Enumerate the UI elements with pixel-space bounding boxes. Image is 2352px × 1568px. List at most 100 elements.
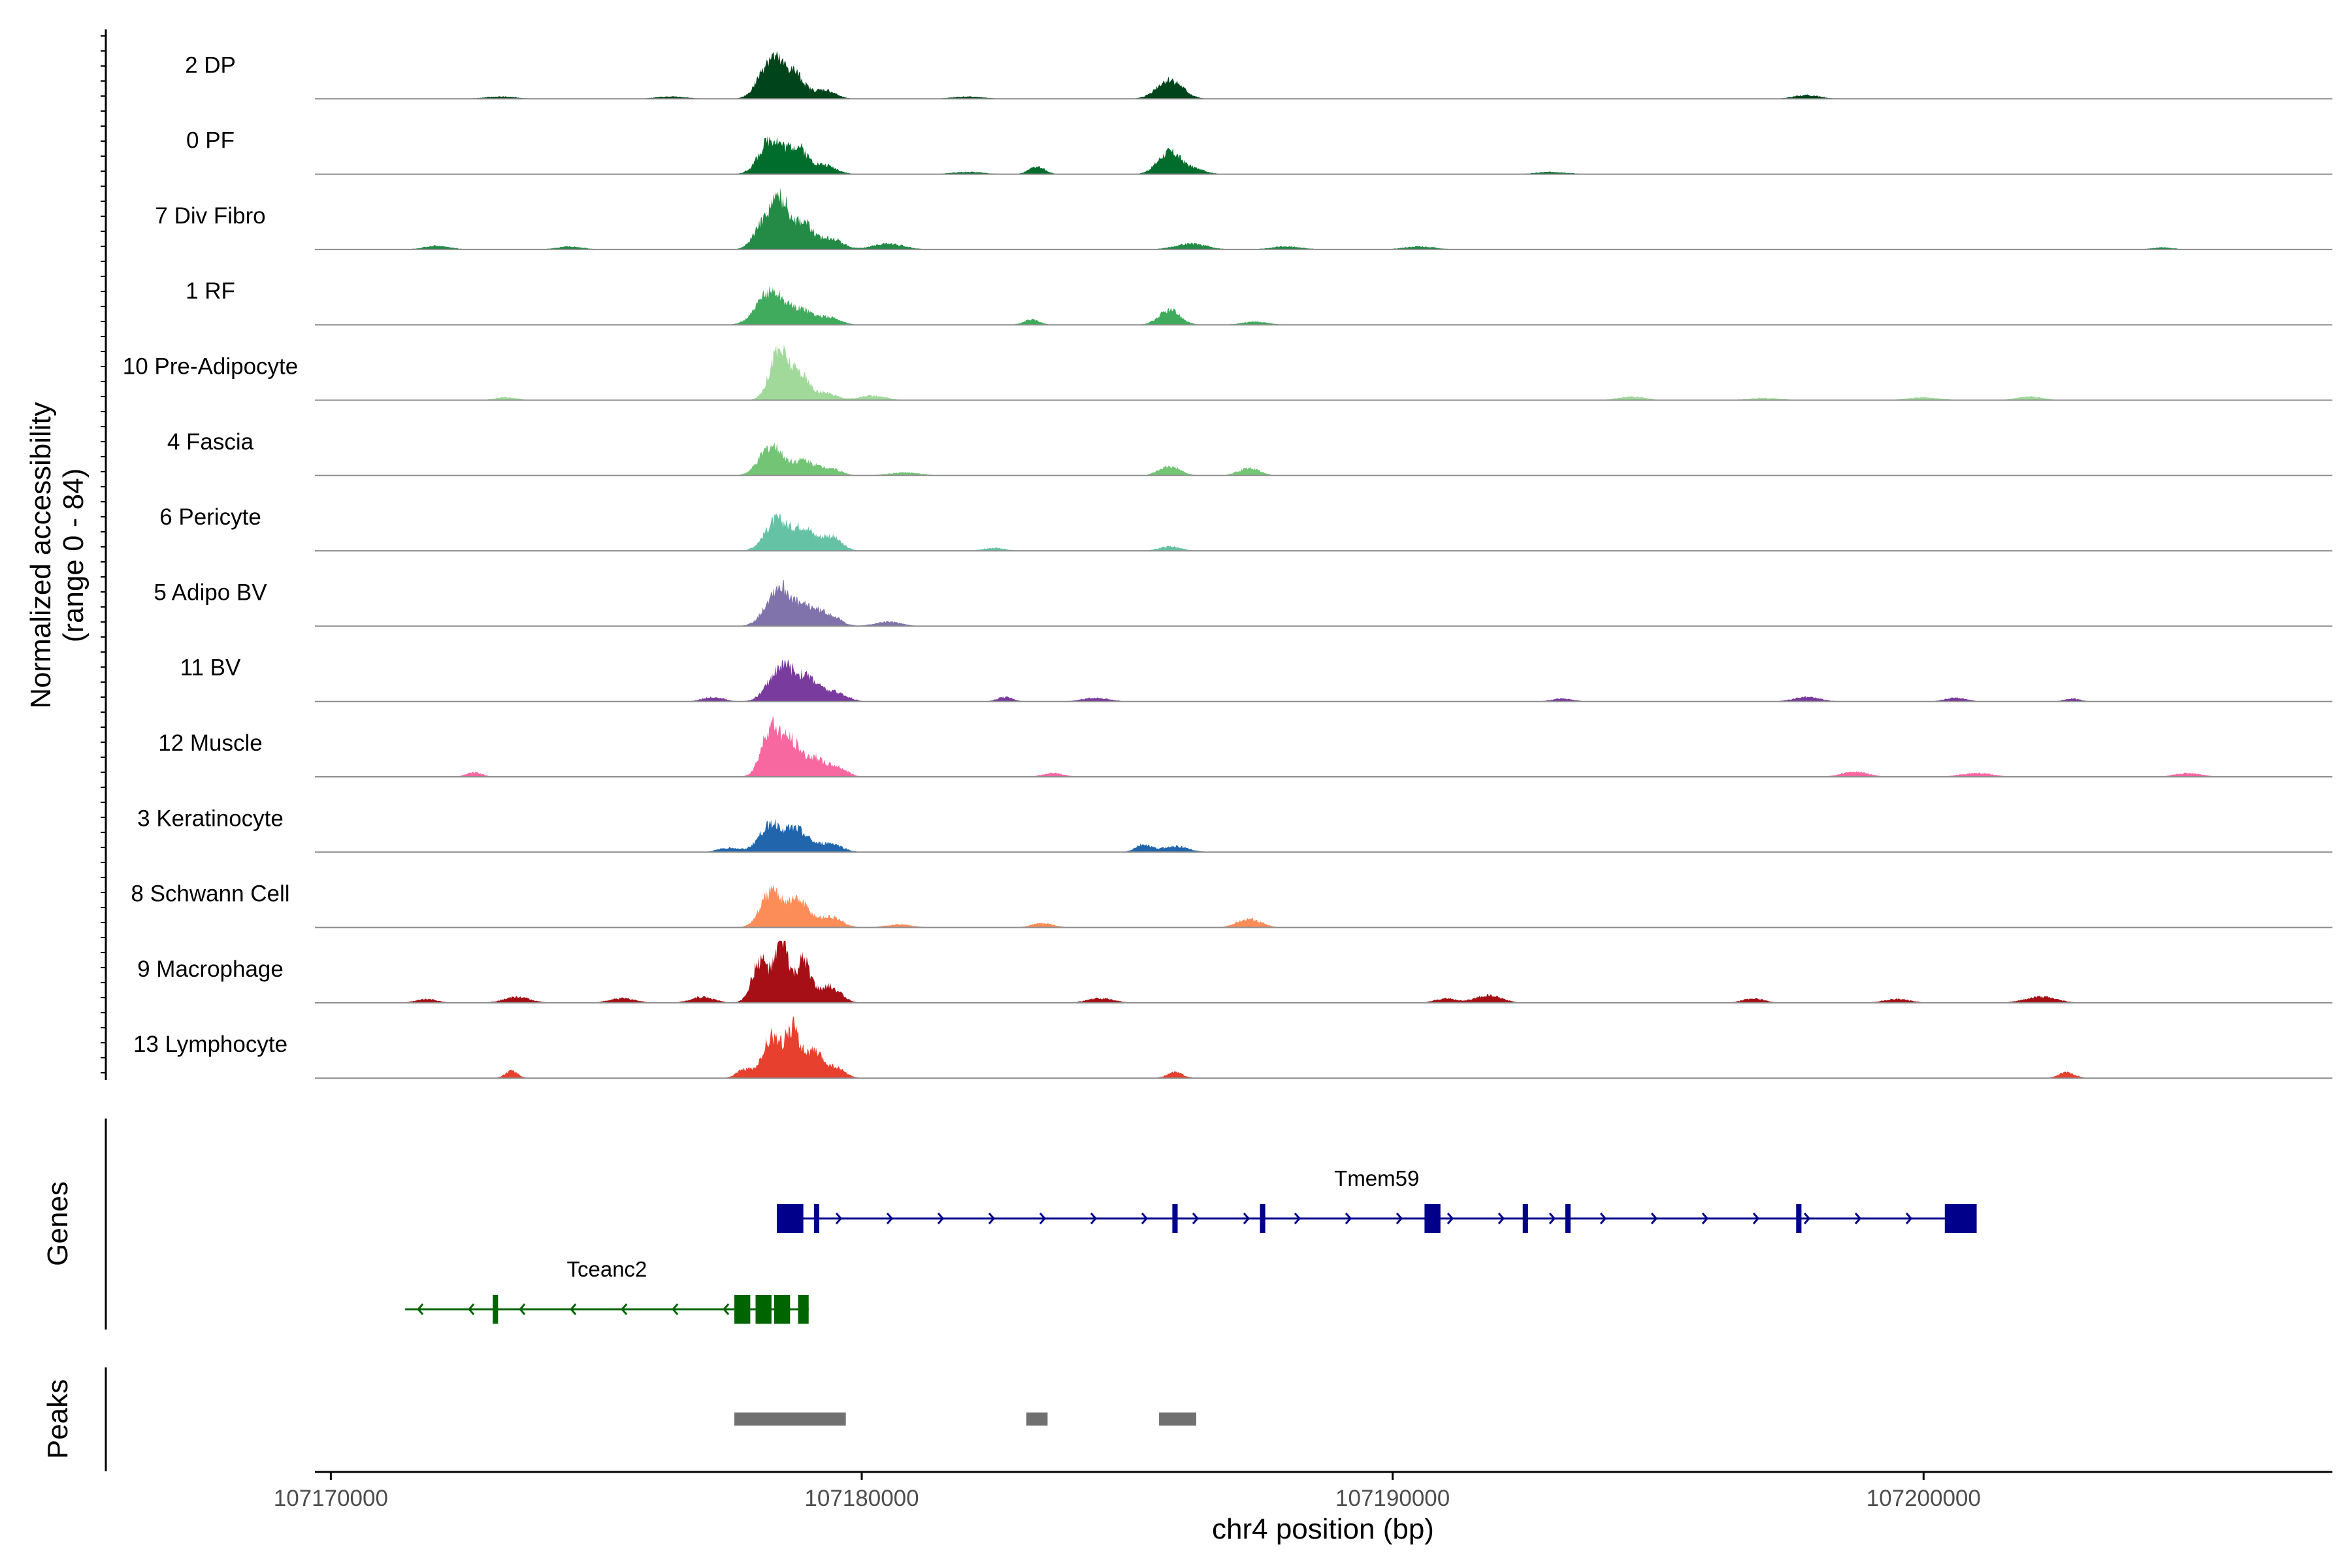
track-9-macrophage: 9 Macrophage — [137, 940, 2332, 1004]
coverage-area — [315, 580, 2332, 627]
coverage-area — [315, 285, 2332, 325]
track-label: 9 Macrophage — [137, 956, 284, 982]
strand-arrow — [1039, 1213, 1046, 1224]
x-tick-label: 107190000 — [1335, 1486, 1450, 1511]
track-label: 0 PF — [186, 128, 235, 154]
track-12-muscle: 12 Muscle — [158, 715, 2332, 777]
strand-arrow — [1854, 1213, 1861, 1224]
track-5-adipo-bv: 5 Adipo BV — [154, 580, 2332, 627]
track-4-fascia: 4 Fascia — [167, 429, 2332, 476]
track-label: 3 Keratinocyte — [137, 806, 284, 831]
strand-arrow — [1192, 1213, 1199, 1224]
strand-arrow — [937, 1213, 944, 1224]
x-tick-label: 107170000 — [274, 1486, 388, 1511]
exon — [776, 1204, 804, 1233]
coverage-y-axis-ticks — [101, 35, 106, 1073]
x-tick-label: 107180000 — [804, 1486, 919, 1511]
peaks-panel — [734, 1413, 1196, 1426]
strand-arrow — [1294, 1213, 1301, 1224]
strand-arrow — [1396, 1213, 1403, 1224]
track-label: 10 Pre-Adipocyte — [123, 354, 298, 380]
strand-arrow — [417, 1303, 424, 1315]
coverage-area — [315, 715, 2332, 777]
track-label: 5 Adipo BV — [154, 580, 267, 605]
strand-arrow — [1243, 1213, 1250, 1224]
strand-arrow — [1548, 1213, 1556, 1224]
strand-arrow — [723, 1303, 730, 1315]
track-label: 2 DP — [185, 52, 236, 78]
track-1-rf: 1 RF — [186, 278, 2332, 326]
strand-arrow — [1345, 1213, 1352, 1224]
gene-label: Tmem59 — [1334, 1166, 1419, 1190]
exon — [1944, 1204, 1977, 1233]
exon — [1565, 1204, 1571, 1233]
exon — [734, 1295, 751, 1324]
peaks-panel-label: Peaks — [42, 1379, 74, 1459]
exon — [1522, 1204, 1528, 1233]
track-label: 8 Schwann Cell — [131, 881, 289, 907]
x-tick-label: 107200000 — [1867, 1486, 1981, 1511]
coverage-area — [315, 884, 2332, 928]
y-axis-title-main: Normalized accessibility — [25, 402, 57, 708]
coverage-area — [315, 1016, 2332, 1079]
strand-arrow — [988, 1213, 995, 1224]
gene-label: Tceanc2 — [566, 1257, 647, 1281]
coverage-area — [315, 135, 2332, 174]
track-0-pf: 0 PF — [186, 128, 2332, 175]
strand-arrow — [1141, 1213, 1148, 1224]
strand-arrow — [1803, 1213, 1810, 1224]
track-10-pre-adipocyte: 10 Pre-Adipocyte — [123, 344, 2332, 401]
coverage-area — [315, 513, 2332, 551]
x-axis-title: chr4 position (bp) — [1212, 1513, 1434, 1545]
coverage-area — [315, 344, 2332, 400]
peak-region — [1159, 1413, 1196, 1426]
track-6-pericyte: 6 Pericyte — [159, 504, 2332, 552]
strand-arrow — [1497, 1213, 1505, 1224]
track-label: 6 Pericyte — [159, 504, 261, 530]
peak-region — [1026, 1413, 1048, 1426]
track-label: 11 BV — [180, 655, 241, 681]
strand-arrow — [1599, 1213, 1607, 1224]
coverage-area — [315, 51, 2332, 99]
strand-arrow — [886, 1213, 893, 1224]
coverage-area — [315, 940, 2332, 1003]
strand-arrow — [621, 1303, 628, 1315]
strand-arrow — [519, 1303, 526, 1315]
strand-arrow — [468, 1303, 475, 1315]
exon — [1260, 1204, 1266, 1233]
strand-arrow — [1090, 1213, 1097, 1224]
y-axis-title-range: (range 0 - 84) — [57, 468, 90, 643]
strand-arrow — [835, 1213, 842, 1224]
track-7-div-fibro: 7 Div Fibro — [155, 188, 2332, 250]
exon — [1172, 1204, 1178, 1233]
exon — [1796, 1204, 1802, 1233]
coverage-area — [315, 659, 2332, 702]
strand-arrow — [1650, 1213, 1658, 1224]
coverage-area — [315, 442, 2332, 476]
strand-arrow — [570, 1303, 577, 1315]
track-label: 13 Lymphocyte — [133, 1032, 287, 1057]
coverage-tracks: 2 DP 0 PF 7 Div Fibro 1 RF 10 Pre-Adipocyte 4… — [123, 51, 2332, 1079]
exon — [1424, 1204, 1441, 1233]
track-8-schwann-cell: 8 Schwann Cell — [131, 881, 2332, 928]
track-13-lymphocyte: 13 Lymphocyte — [133, 1016, 2332, 1079]
genes-panel-label: Genes — [42, 1181, 74, 1266]
y-axis-title: Normalized accessibility (range 0 - 84) — [25, 402, 90, 708]
x-axis-ticks: 107170000 107180000 107190000 107200000 — [274, 1472, 1981, 1511]
track-label: 7 Div Fibro — [155, 203, 265, 229]
gene-tmem59: Tmem59 — [776, 1166, 1977, 1233]
exon — [798, 1295, 809, 1324]
strand-arrow — [1905, 1213, 1912, 1224]
exon — [755, 1295, 772, 1324]
exon — [813, 1204, 819, 1233]
strand-arrow — [672, 1303, 679, 1315]
strand-arrow — [1701, 1213, 1708, 1224]
strand-arrow — [1446, 1213, 1454, 1224]
track-label: 4 Fascia — [167, 429, 254, 455]
strand-arrow — [1752, 1213, 1759, 1224]
track-11-bv: 11 BV — [180, 655, 2332, 702]
track-label: 12 Muscle — [158, 730, 263, 756]
track-2-dp: 2 DP — [185, 51, 2332, 100]
exon — [493, 1295, 498, 1324]
